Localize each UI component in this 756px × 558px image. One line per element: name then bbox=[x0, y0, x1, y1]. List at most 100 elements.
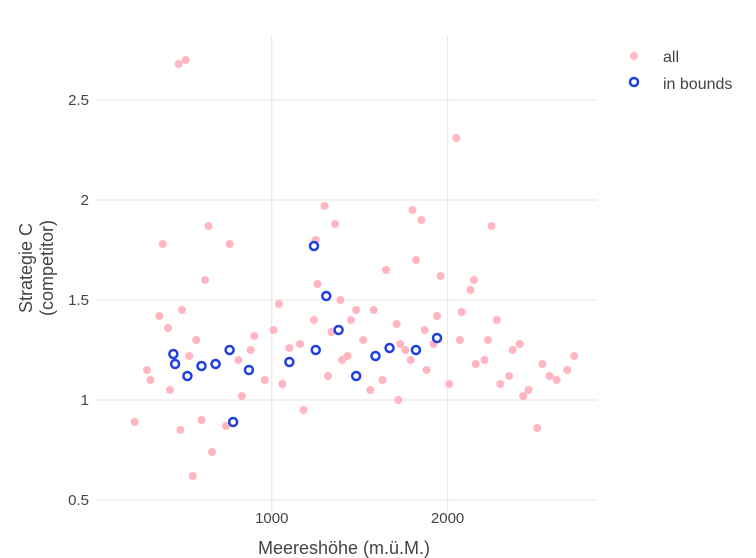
data-point-in-bounds bbox=[350, 370, 362, 382]
data-point-all bbox=[185, 352, 194, 360]
data-point-all bbox=[466, 286, 475, 294]
data-point-all bbox=[552, 376, 561, 384]
data-point-all bbox=[313, 280, 322, 288]
data-point-all bbox=[396, 340, 405, 348]
series-in-bounds-points bbox=[168, 240, 443, 428]
data-point-all bbox=[200, 276, 209, 284]
y-tick-label: 0.5 bbox=[68, 492, 89, 509]
legend-in-bounds-marker bbox=[628, 76, 640, 88]
data-point-all bbox=[505, 372, 514, 380]
data-point-in-bounds bbox=[410, 344, 422, 356]
data-point-all bbox=[278, 380, 287, 388]
grid-lines bbox=[96, 36, 597, 512]
y-axis-title-line2: (competitor) bbox=[37, 220, 57, 316]
data-point-in-bounds bbox=[224, 344, 235, 356]
data-point-in-bounds bbox=[227, 416, 239, 428]
data-point-all bbox=[433, 312, 442, 320]
data-point-all bbox=[324, 372, 333, 380]
data-point-in-bounds bbox=[169, 358, 181, 370]
legend-in-bounds-label: in bounds bbox=[663, 76, 732, 93]
data-point-all bbox=[188, 472, 197, 480]
data-point-all bbox=[192, 336, 201, 344]
data-point-all bbox=[406, 356, 415, 364]
data-point-all bbox=[408, 206, 417, 214]
data-point-all bbox=[174, 60, 183, 68]
data-point-all bbox=[320, 202, 329, 210]
data-point-all bbox=[208, 448, 217, 456]
data-point-all bbox=[480, 356, 489, 364]
data-point-all bbox=[246, 346, 255, 354]
data-point-all bbox=[234, 356, 243, 364]
y-axis-title: Strategie C (competitor) bbox=[16, 220, 57, 316]
data-point-in-bounds bbox=[182, 370, 193, 382]
data-point-all bbox=[130, 418, 139, 426]
y-tick-label: 1.5 bbox=[68, 292, 89, 309]
data-point-in-bounds bbox=[168, 348, 179, 360]
data-point-in-bounds bbox=[333, 324, 344, 336]
data-point-all bbox=[197, 416, 206, 424]
data-point-all bbox=[382, 266, 391, 274]
data-point-all bbox=[411, 256, 420, 264]
data-point-in-bounds bbox=[284, 356, 295, 368]
data-point-all bbox=[146, 376, 155, 384]
data-point-all bbox=[285, 344, 294, 352]
data-point-in-bounds bbox=[431, 332, 443, 344]
data-point-all bbox=[496, 380, 505, 388]
data-point-all bbox=[484, 336, 493, 344]
data-point-all bbox=[165, 386, 174, 394]
data-point-all bbox=[164, 324, 173, 332]
data-point-all bbox=[519, 392, 528, 400]
tick-labels: 1000 2000 0.5 1 1.5 2 2.5 bbox=[68, 92, 464, 527]
series-all-points bbox=[130, 56, 579, 480]
data-point-all bbox=[295, 340, 304, 348]
data-point-all bbox=[471, 360, 480, 368]
data-point-all bbox=[204, 222, 213, 230]
data-point-all bbox=[469, 276, 478, 284]
data-point-all bbox=[158, 240, 167, 248]
data-point-all bbox=[269, 326, 278, 334]
data-point-all bbox=[538, 360, 547, 368]
data-point-all bbox=[508, 346, 517, 354]
data-point-all bbox=[436, 272, 445, 280]
data-point-all bbox=[299, 406, 308, 414]
y-axis-title-line1: Strategie C bbox=[16, 223, 36, 313]
data-point-in-bounds bbox=[310, 344, 321, 356]
data-point-all bbox=[309, 316, 318, 324]
data-point-in-bounds bbox=[210, 358, 221, 370]
data-point-all bbox=[225, 240, 234, 248]
y-tick-label: 2.5 bbox=[68, 92, 89, 109]
data-point-all bbox=[563, 366, 572, 374]
data-point-all bbox=[455, 336, 464, 344]
data-point-all bbox=[222, 422, 231, 430]
x-tick-label: 2000 bbox=[431, 510, 464, 527]
data-point-all bbox=[142, 366, 151, 374]
data-point-all bbox=[250, 332, 259, 340]
data-point-in-bounds bbox=[308, 240, 320, 252]
data-point-all bbox=[420, 326, 429, 334]
data-point-all bbox=[331, 220, 340, 228]
data-point-in-bounds bbox=[384, 342, 395, 354]
data-point-all bbox=[392, 320, 401, 328]
data-point-all bbox=[457, 308, 466, 316]
data-point-all bbox=[336, 296, 345, 304]
legend: all in bounds bbox=[628, 49, 732, 93]
y-tick-label: 1 bbox=[81, 392, 89, 409]
data-point-all bbox=[237, 392, 246, 400]
legend-all-marker bbox=[630, 52, 638, 60]
data-point-all bbox=[352, 306, 361, 314]
data-point-all bbox=[515, 340, 524, 348]
data-point-all bbox=[524, 386, 533, 394]
data-point-all bbox=[260, 376, 269, 384]
data-point-all bbox=[401, 346, 410, 354]
legend-all-label: all bbox=[663, 49, 679, 66]
data-point-all bbox=[181, 56, 190, 64]
data-point-all bbox=[487, 222, 496, 230]
data-point-all bbox=[274, 300, 283, 308]
data-point-in-bounds bbox=[196, 360, 207, 372]
data-point-all bbox=[422, 366, 431, 374]
x-tick-label: 1000 bbox=[255, 510, 288, 527]
y-tick-label: 2 bbox=[81, 192, 89, 209]
data-point-all bbox=[545, 372, 554, 380]
x-axis-title: Meereshöhe (m.ü.M.) bbox=[258, 538, 430, 558]
